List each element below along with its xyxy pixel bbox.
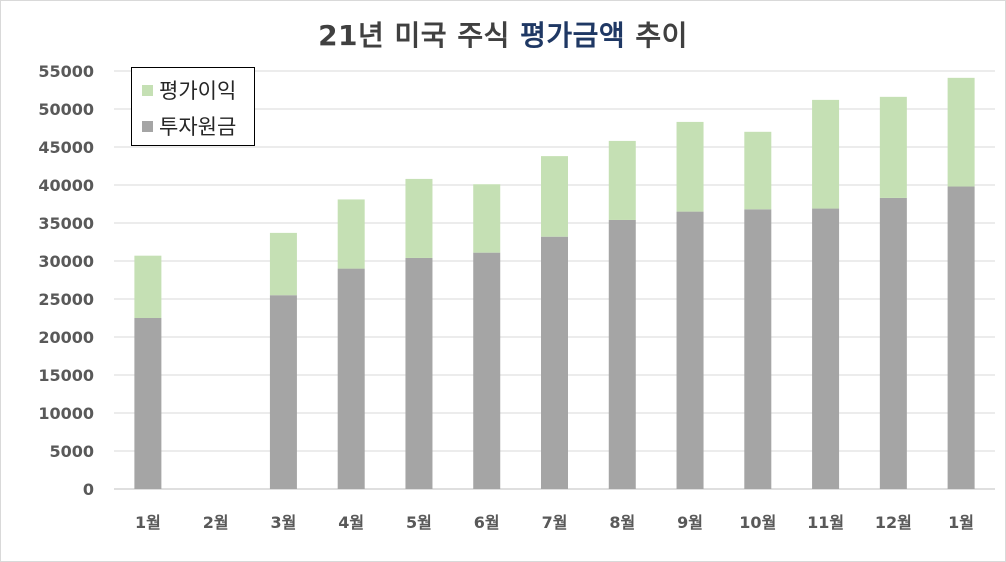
bar-principal: [608, 219, 636, 489]
x-tick-label: 5월: [406, 513, 432, 532]
y-tick-label: 15000: [38, 366, 94, 385]
legend-swatch-principal: [142, 120, 153, 132]
bar-profit: [879, 96, 907, 198]
x-tick-label: 11월: [807, 513, 844, 532]
x-tick-label: 6월: [474, 513, 500, 532]
y-tick-label: 45000: [38, 138, 94, 157]
bar-profit: [337, 199, 365, 269]
bar-principal: [879, 197, 907, 490]
bar-principal: [405, 257, 433, 489]
bar-principal: [812, 208, 840, 489]
y-tick-label: 50000: [38, 100, 94, 119]
bar-principal: [541, 236, 568, 489]
bar-profit: [812, 99, 840, 209]
legend-label-profit: 평가이익: [159, 79, 237, 103]
y-tick-label: 55000: [38, 62, 94, 81]
title-part-1: 21년 미국 주식: [318, 19, 521, 52]
y-tick-label: 40000: [38, 176, 94, 195]
legend-swatch-profit: [142, 84, 153, 96]
x-tick-label: 3월: [270, 513, 296, 532]
x-tick-label: 1월: [948, 513, 974, 532]
x-tick-label: 9월: [677, 513, 703, 532]
legend-label-principal: 투자원금: [159, 115, 237, 139]
x-tick-label: 8월: [609, 513, 635, 532]
bar-profit: [405, 178, 433, 258]
x-tick-label: 4월: [338, 513, 364, 532]
y-tick-label: 10000: [38, 404, 94, 423]
bar-profit: [676, 121, 704, 212]
x-tick-label: 12월: [875, 513, 912, 532]
bar-profit: [608, 140, 636, 220]
bar-profit: [134, 255, 162, 318]
legend-item-profit: 평가이익: [142, 78, 237, 103]
x-tick-label: 7월: [542, 513, 568, 532]
bar-profit: [269, 232, 297, 296]
y-tick-label: 30000: [38, 252, 94, 271]
bar-principal: [947, 186, 975, 489]
bar-principal: [337, 268, 365, 489]
bar-profit: [947, 77, 975, 187]
chart-title: 21년 미국 주식 평가금액 추이: [0, 14, 1006, 54]
bar-principal: [744, 209, 772, 489]
y-tick-label: 0: [83, 480, 94, 499]
bar-principal: [676, 211, 704, 489]
y-tick-label: 35000: [38, 214, 94, 233]
x-tick-label: 10월: [739, 513, 776, 532]
title-part-highlight: 평가금액: [520, 19, 626, 52]
y-tick-label: 5000: [49, 442, 94, 461]
bar-principal: [134, 318, 162, 489]
bar-profit: [744, 131, 772, 210]
legend-item-principal: 투자원금: [142, 114, 237, 139]
bar-principal: [269, 295, 297, 489]
y-tick-label: 20000: [38, 328, 94, 347]
title-part-3: 추이: [625, 19, 688, 52]
bar-principal: [473, 252, 501, 489]
x-tick-label: 1월: [135, 513, 161, 532]
y-tick-label: 25000: [38, 290, 94, 309]
chart-legend: 평가이익 투자원금: [131, 67, 255, 146]
bar-profit: [541, 156, 568, 237]
x-tick-label: 2월: [203, 513, 229, 532]
bar-profit: [473, 184, 501, 253]
